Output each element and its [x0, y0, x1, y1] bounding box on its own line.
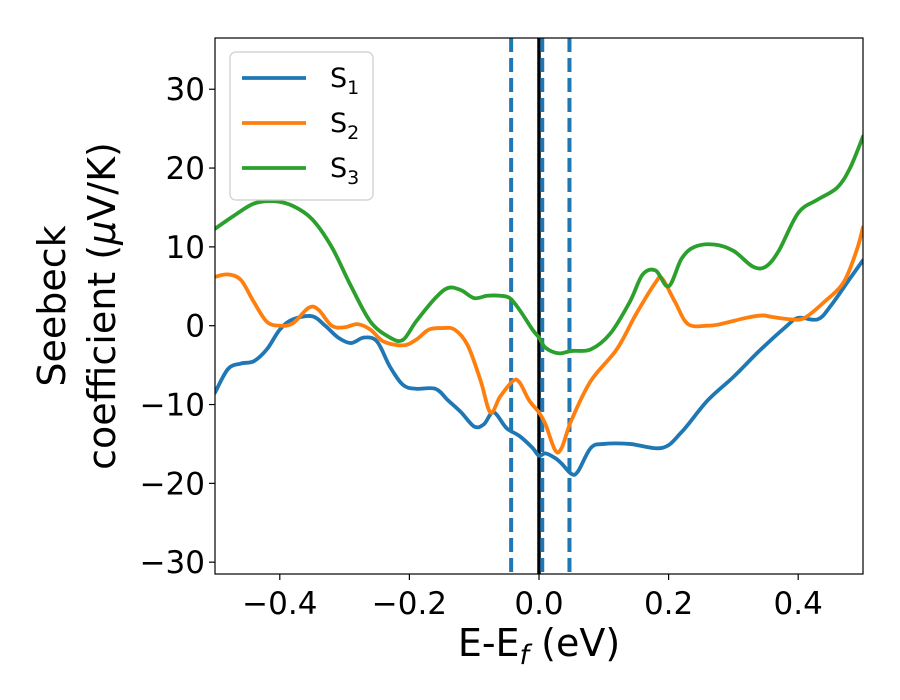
series-line-s1 [215, 258, 863, 477]
legend-label-s2: S2 [330, 108, 359, 144]
y-tick-label: −10 [140, 388, 205, 424]
series-line-s3 [215, 134, 863, 356]
x-tick-label: −0.2 [372, 586, 447, 622]
x-tick-label: −0.4 [242, 586, 317, 622]
y-tick-label: −30 [140, 545, 205, 581]
series-lines [215, 134, 863, 477]
y-tick-label: 0 [185, 309, 205, 345]
x-axis-ticks: −0.4 −0.2 0.0 0.2 0.4 [242, 574, 823, 622]
y-axis-label: Seebeck coefficient (μV/K) [30, 142, 124, 470]
x-axis-label-unit: (eV) [529, 621, 620, 665]
y-tick-label: 20 [166, 151, 205, 187]
x-axis-label: E-Ef (eV) [458, 621, 620, 671]
legend: S1 S2 S3 [229, 51, 374, 201]
x-tick-label: 0.4 [774, 586, 823, 622]
series-line-s2 [215, 225, 863, 455]
y-axis-label-line1: Seebeck [30, 225, 74, 386]
legend-label-s1: S1 [330, 63, 359, 99]
y-tick-label: 10 [166, 230, 205, 266]
y-tick-label: 30 [166, 72, 205, 108]
x-tick-label: 0.2 [644, 586, 693, 622]
y-axis-ticks: −30 −20 −10 0 10 20 30 [140, 72, 215, 581]
y-axis-label-line2: coefficient (μV/K) [80, 142, 124, 470]
legend-label-s3: S3 [330, 153, 359, 189]
legend-box [229, 51, 374, 201]
x-tick-label: 0.0 [514, 586, 563, 622]
vertical-lines [509, 38, 572, 574]
y-tick-label: −20 [140, 466, 205, 502]
